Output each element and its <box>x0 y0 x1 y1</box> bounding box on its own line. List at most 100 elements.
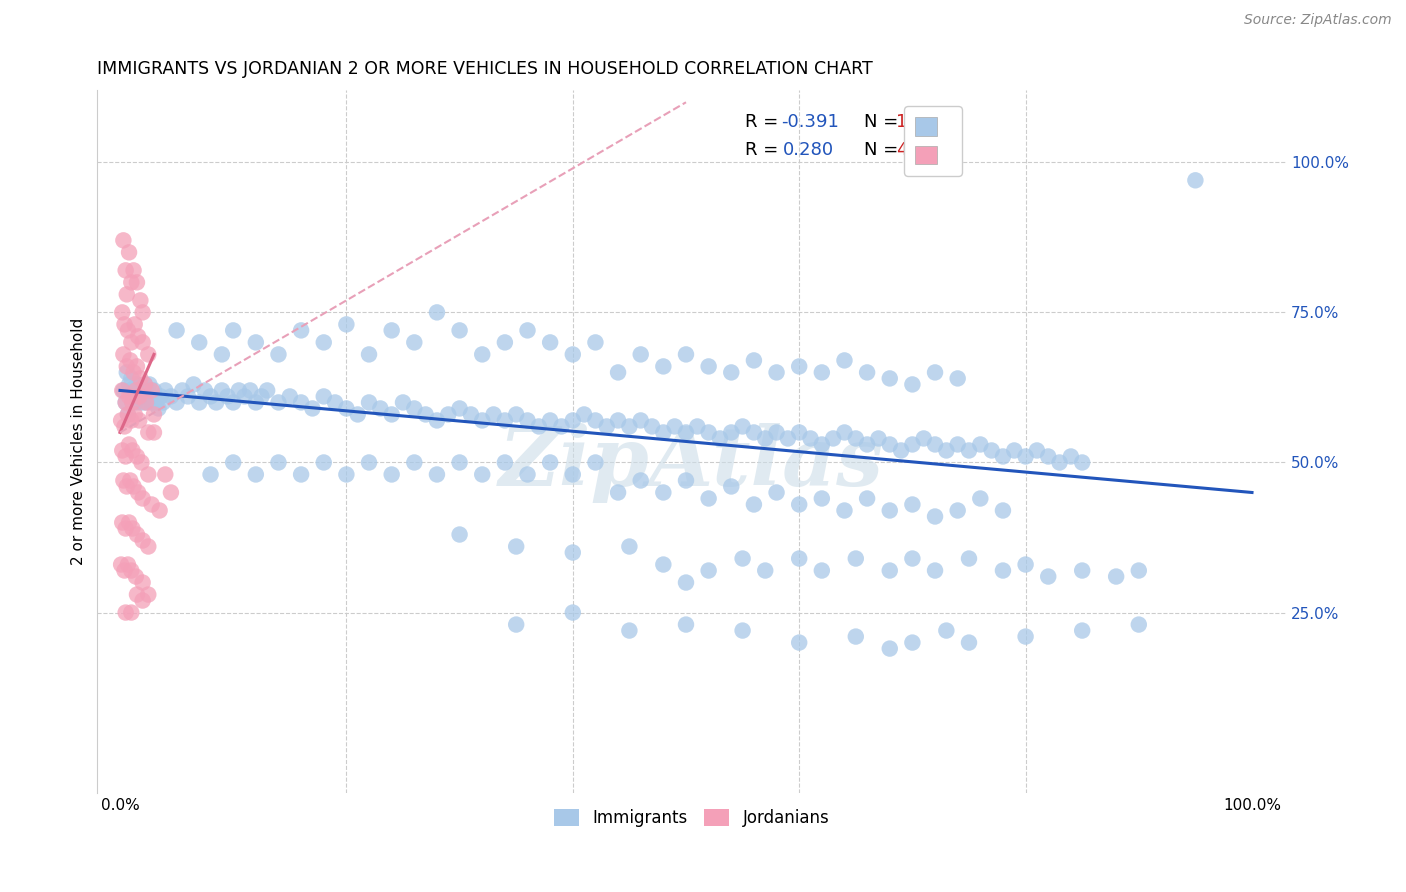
Point <box>1071 564 1094 578</box>
Point <box>641 419 664 434</box>
Point <box>381 467 404 482</box>
Text: ZipAtlas: ZipAtlas <box>499 423 884 502</box>
Point <box>607 413 630 427</box>
Point <box>278 389 301 403</box>
Point <box>222 323 245 337</box>
Point <box>114 318 136 332</box>
Point <box>166 395 188 409</box>
Text: 0.280: 0.280 <box>783 141 834 159</box>
Point <box>177 389 200 403</box>
Point <box>129 371 152 385</box>
Point <box>561 347 583 361</box>
Point <box>136 395 159 409</box>
Point <box>890 443 912 458</box>
Point <box>346 408 368 422</box>
Point <box>879 641 901 656</box>
Point <box>516 467 538 482</box>
Point <box>121 443 143 458</box>
Point <box>118 245 141 260</box>
Point <box>110 413 132 427</box>
Point <box>505 617 527 632</box>
Point <box>516 323 538 337</box>
Point <box>139 389 162 403</box>
Point <box>845 432 868 446</box>
Point <box>114 564 136 578</box>
Point <box>731 624 754 638</box>
Point <box>120 606 142 620</box>
Point <box>111 516 134 530</box>
Point <box>166 323 188 337</box>
Point <box>742 498 765 512</box>
Point <box>834 425 856 440</box>
Point <box>527 419 550 434</box>
Point <box>652 425 675 440</box>
Point <box>879 437 901 451</box>
Point <box>731 419 754 434</box>
Point <box>188 335 211 350</box>
Point <box>149 389 172 403</box>
Point <box>222 455 245 469</box>
Point <box>245 395 267 409</box>
Point <box>1071 624 1094 638</box>
Point <box>357 347 380 361</box>
Point <box>136 384 159 398</box>
Point <box>845 551 868 566</box>
Point <box>1002 443 1025 458</box>
Point <box>697 491 720 506</box>
Point <box>392 395 415 409</box>
Point <box>1014 450 1036 464</box>
Point <box>136 540 159 554</box>
Point <box>607 485 630 500</box>
Point <box>125 588 148 602</box>
Point <box>118 516 141 530</box>
Point <box>111 305 134 319</box>
Legend: Immigrants, Jordanians: Immigrants, Jordanians <box>547 802 837 833</box>
Point <box>901 377 924 392</box>
Point <box>155 467 177 482</box>
Point <box>675 425 697 440</box>
Point <box>583 335 606 350</box>
Point <box>754 564 776 578</box>
Point <box>426 467 449 482</box>
Point <box>1184 173 1206 187</box>
Point <box>222 395 245 409</box>
Point <box>172 384 194 398</box>
Point <box>114 450 136 464</box>
Point <box>664 419 686 434</box>
Point <box>136 347 159 361</box>
Point <box>856 366 879 380</box>
Point <box>335 467 357 482</box>
Point <box>120 353 142 368</box>
Point <box>811 437 834 451</box>
Point <box>811 366 834 380</box>
Text: Source: ZipAtlas.com: Source: ZipAtlas.com <box>1244 13 1392 28</box>
Point <box>404 401 426 416</box>
Point <box>122 479 145 493</box>
Point <box>381 408 404 422</box>
Point <box>845 630 868 644</box>
Point <box>200 467 222 482</box>
Point <box>619 419 641 434</box>
Point <box>290 395 312 409</box>
Point <box>290 467 312 482</box>
Point <box>124 408 146 422</box>
Point <box>787 498 810 512</box>
Point <box>561 413 583 427</box>
Point <box>211 384 233 398</box>
Point <box>160 389 183 403</box>
Point <box>561 467 583 482</box>
Point <box>335 401 357 416</box>
Point <box>301 401 323 416</box>
Point <box>799 432 821 446</box>
Point <box>426 413 449 427</box>
Point <box>335 318 357 332</box>
Y-axis label: 2 or more Vehicles in Household: 2 or more Vehicles in Household <box>72 318 86 566</box>
Point <box>120 564 142 578</box>
Point <box>901 551 924 566</box>
Point <box>1128 617 1150 632</box>
Point <box>731 551 754 566</box>
Point <box>117 408 139 422</box>
Point <box>111 443 134 458</box>
Point <box>1071 455 1094 469</box>
Point <box>127 329 149 343</box>
